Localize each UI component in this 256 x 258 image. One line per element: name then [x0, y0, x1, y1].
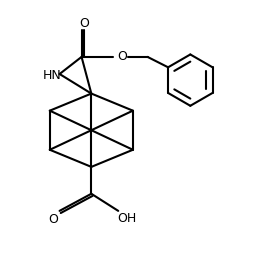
Text: O: O — [117, 50, 127, 63]
Text: OH: OH — [117, 212, 136, 225]
Text: HN: HN — [43, 69, 62, 82]
Text: O: O — [49, 213, 58, 226]
Text: O: O — [80, 17, 89, 30]
